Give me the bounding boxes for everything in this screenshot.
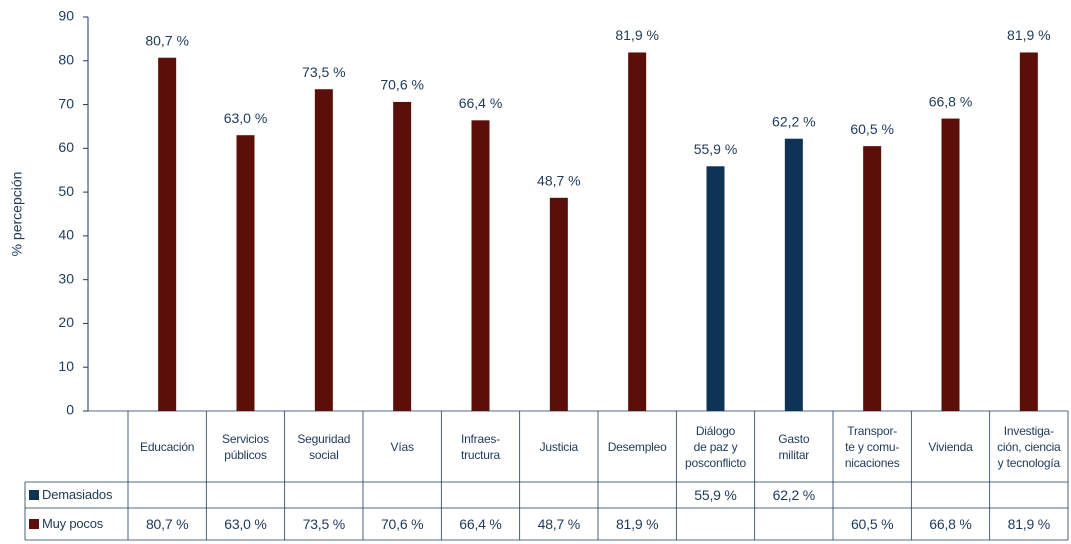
y-axis-title: % percepción	[9, 172, 25, 257]
x-tick-label: Diálogo de paz y posconflicto	[685, 423, 746, 470]
y-tick-label: 50	[58, 183, 74, 199]
y-tick-label: 80	[58, 51, 74, 67]
y-tick-label: 90	[58, 8, 74, 24]
bar	[1019, 52, 1038, 412]
table-value: 81,9 %	[1007, 516, 1051, 532]
bar	[628, 52, 647, 412]
value-label: 81,9 %	[615, 27, 659, 43]
bar	[549, 197, 568, 411]
y-tick-label: 40	[58, 227, 74, 243]
legend-swatch	[29, 519, 39, 529]
x-tick-label: Infraes- tructura	[460, 431, 501, 462]
value-label: 60,5 %	[850, 121, 894, 137]
table-value: 66,4 %	[459, 516, 502, 532]
bar	[471, 120, 490, 411]
bar	[784, 138, 803, 412]
x-tick-label: Justicia	[539, 439, 579, 454]
y-tick-label: 10	[58, 358, 74, 374]
table-value: 62,2 %	[772, 487, 816, 503]
x-tick-label: Servicios públicos	[222, 431, 269, 462]
table-value: 60,5 %	[850, 516, 894, 532]
table-value: 55,9 %	[694, 487, 737, 503]
y-tick-label: 70	[58, 95, 74, 111]
value-label: 62,2 %	[772, 113, 816, 129]
value-label: 55,9 %	[694, 141, 738, 157]
table-value: 73,5 %	[302, 516, 346, 532]
table-value: 48,7 %	[537, 516, 581, 532]
value-label: 66,4 %	[459, 95, 503, 111]
value-label: 63,0 %	[224, 110, 268, 126]
legend-item: Muy pocos	[25, 508, 128, 540]
x-tick-label: Gasto militar	[778, 431, 810, 462]
x-tick-label: Vivienda	[928, 439, 973, 454]
legend-item: Demasiados	[25, 482, 128, 508]
bar	[706, 166, 725, 411]
value-label: 70,6 %	[380, 77, 424, 93]
table-value: 70,6 %	[380, 516, 424, 532]
value-label: 73,5 %	[302, 64, 346, 80]
bar	[158, 57, 177, 412]
y-tick-label: 60	[58, 139, 74, 155]
bar	[393, 101, 412, 411]
x-tick-label: Seguridad social	[297, 431, 351, 462]
table-value: 66,8 %	[929, 516, 972, 532]
table-value: 80,7 %	[145, 516, 189, 532]
legend-label: Demasiados	[42, 487, 113, 502]
x-tick-label: Desempleo	[607, 439, 667, 454]
bar	[863, 146, 882, 411]
bar	[236, 135, 255, 411]
bar	[941, 118, 960, 411]
legend-swatch	[29, 490, 39, 500]
y-tick-label: 20	[58, 314, 74, 330]
value-label: 81,9 %	[1007, 27, 1051, 43]
value-label: 48,7 %	[537, 173, 581, 189]
bar	[314, 89, 333, 411]
value-label: 66,8 %	[929, 93, 973, 109]
x-tick-label: Vías	[390, 439, 414, 454]
table-value: 63,0 %	[224, 516, 267, 532]
y-tick-label: 0	[66, 402, 74, 418]
x-tick-label: Transpor- te y comu- nicaciones	[844, 423, 900, 470]
x-tick-label: Educación	[140, 439, 195, 454]
x-tick-label: Investiga- ción, ciencia y tecnología	[997, 423, 1061, 470]
value-label: 80,7 %	[145, 32, 189, 48]
table-value: 81,9 %	[615, 516, 659, 532]
y-tick-label: 30	[58, 270, 74, 286]
legend-label: Muy pocos	[42, 516, 104, 531]
